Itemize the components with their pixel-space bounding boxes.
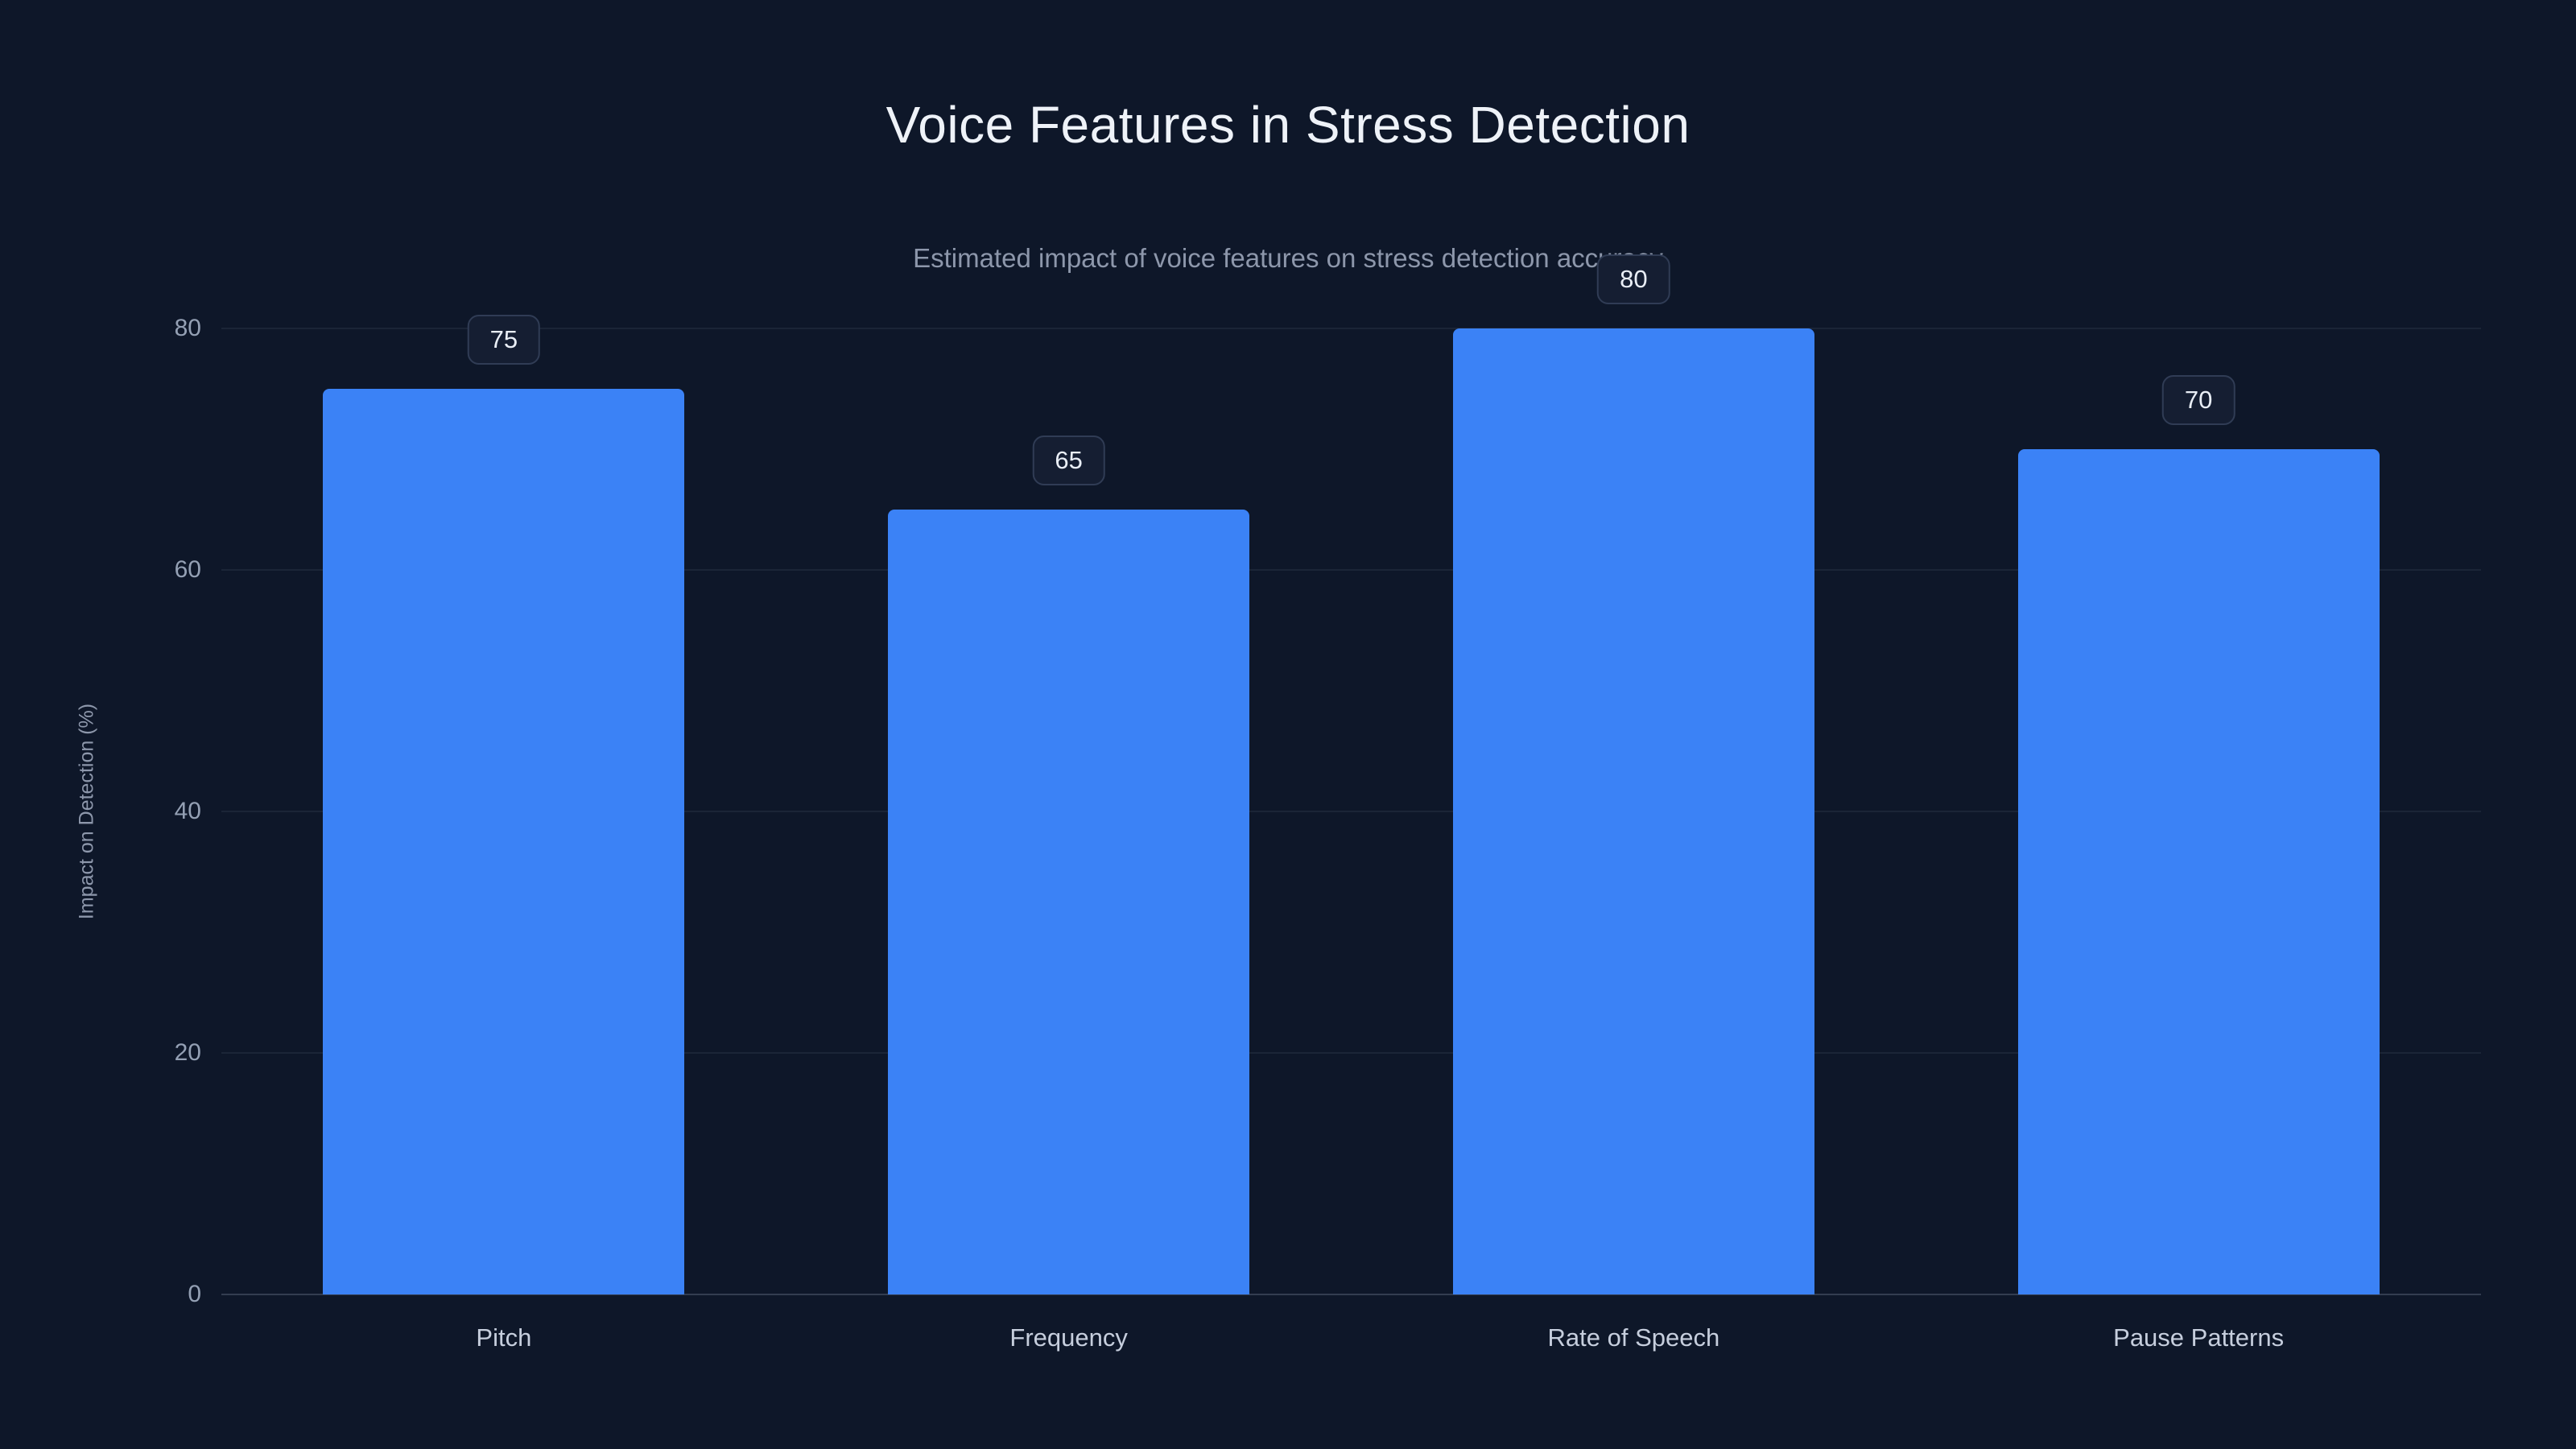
bar-pitch bbox=[323, 389, 684, 1294]
value-badge: 70 bbox=[2161, 375, 2235, 425]
y-axis: 0 20 40 60 80 bbox=[113, 315, 201, 1307]
bar-pause-patterns bbox=[2018, 449, 2380, 1294]
value-badge: 80 bbox=[1597, 254, 1670, 304]
x-axis-label: Pitch bbox=[476, 1323, 532, 1352]
bar-frequency bbox=[888, 510, 1249, 1294]
gridline bbox=[221, 1052, 2481, 1054]
value-badge: 75 bbox=[467, 315, 541, 365]
value-badge: 65 bbox=[1032, 436, 1105, 485]
y-tick-label: 60 bbox=[174, 556, 201, 583]
plot-area: 75 Pitch 65 Frequency 80 Rate of Speech 70 Paus… bbox=[221, 254, 2481, 1352]
gridline bbox=[221, 328, 2481, 329]
x-axis-label: Pause Patterns bbox=[2113, 1323, 2285, 1352]
x-axis-label: Rate of Speech bbox=[1547, 1323, 1720, 1352]
y-axis-title: Impact on Detection (%) bbox=[75, 703, 98, 920]
y-tick-label: 0 bbox=[188, 1281, 201, 1307]
bar-rate-of-speech bbox=[1453, 328, 1814, 1294]
x-axis-label: Frequency bbox=[1009, 1323, 1128, 1352]
x-axis-line bbox=[221, 1294, 2481, 1295]
chart-title: Voice Features in Stress Detection bbox=[886, 96, 1690, 154]
y-tick-label: 80 bbox=[174, 315, 201, 341]
y-tick-label: 40 bbox=[174, 798, 201, 824]
gridline bbox=[221, 569, 2481, 571]
chart-subtitle: Estimated impact of voice features on st… bbox=[913, 243, 1663, 273]
y-tick-label: 20 bbox=[174, 1039, 201, 1066]
gridline bbox=[221, 811, 2481, 812]
